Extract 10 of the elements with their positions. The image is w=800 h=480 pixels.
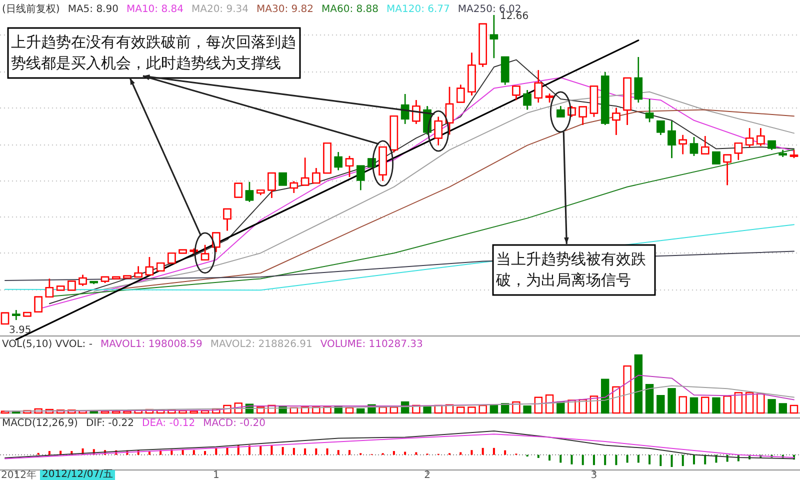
cursor-date: 2012/12/07/五 (40, 469, 116, 480)
text: 3.95 (9, 325, 32, 336)
note-box: 上升趋势在没有有效跌破前，每次回落到趋势线都是买入机会，此时趋势线为支撑线 (7, 27, 301, 79)
annotation: 当上升趋势线被有效跌破，为出局离场信号 (495, 250, 646, 289)
annotation: 上升趋势在没有有效跌破前，每次回落到趋势线都是买入机会，此时趋势线为支撑线 (11, 33, 296, 72)
x-tick-label: 2012年 (1, 469, 36, 480)
x-tick-label: 2 (424, 470, 430, 480)
header: MACD(12,26,9) DIF: -0.22 DEA: -0.12 MACD: -0.20 (2, 418, 266, 429)
header: VOL(5,10) VVOL: - MAVOL1: 198008.59 MAVOL2: 218826.91 VOLUME: 110287.33 (2, 339, 423, 350)
note-box: 当上升趋势线被有效跌破，为出局离场信号 (492, 244, 656, 296)
